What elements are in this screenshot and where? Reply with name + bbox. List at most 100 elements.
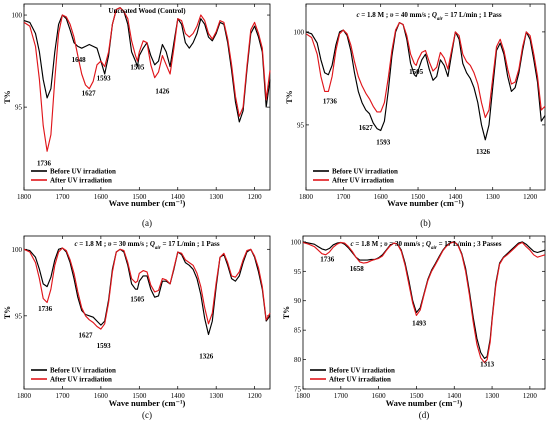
peak-label: 1593 xyxy=(376,139,391,147)
x-tick-label: 1200 xyxy=(523,193,538,201)
subtitle-part: air xyxy=(155,246,161,251)
y-tick-label: 85 xyxy=(294,327,302,335)
peak-label: 1313 xyxy=(480,361,495,369)
x-tick-label: 1400 xyxy=(171,392,186,400)
x-tick-label: 1700 xyxy=(55,193,70,201)
subtitle-part: = 30 mm/s ; xyxy=(388,240,426,248)
y-tick-label: 100 xyxy=(12,246,23,254)
x-tick-label: 1800 xyxy=(17,392,32,400)
panel-subtitle: c = 1.8 M ; υ = 30 mm/s ; Qair = 17 L/mi… xyxy=(351,240,502,251)
x-tick-label: 1400 xyxy=(448,193,463,201)
series-after-line xyxy=(23,7,271,152)
panel-c: 1800 1700 1600 1500 1400 1300 1200 95 100 1736 162… xyxy=(3,235,271,420)
panel-d: 1800 1700 1600 1500 1400 1300 1200 75 80 85 90 95 10… xyxy=(282,235,546,420)
legend-after-label: After UV irradiation xyxy=(50,376,112,384)
x-tick-label: 1600 xyxy=(374,193,389,201)
x-tick-label: 1400 xyxy=(171,193,186,201)
peak-label: 1593 xyxy=(97,75,112,83)
y-tick-label: 100 xyxy=(12,12,23,20)
y-tick-label: 95 xyxy=(15,312,23,320)
subtitle-part: Q xyxy=(432,11,437,19)
peak-label: 1648 xyxy=(72,56,87,64)
subtitle-part: = 17 L/min ; 3 Passes xyxy=(437,240,502,248)
y-axis-label: T% xyxy=(3,306,12,319)
subtitle-part: υ xyxy=(390,11,394,19)
subtitle-part: = 1.8 M ; xyxy=(354,240,384,248)
plot-frame xyxy=(302,235,546,390)
panel-a: 1800 1700 1600 1500 1400 1300 1200 95 100 1736 164… xyxy=(3,3,271,228)
subtitle-part: c xyxy=(356,11,359,19)
subtitle-part: Q xyxy=(426,240,431,248)
x-tick-label: 1600 xyxy=(94,193,109,201)
legend-before-label: Before UV irradiation xyxy=(329,367,395,375)
subtitle-part: = 17 L/min ; 1 Pass xyxy=(161,240,220,248)
x-tick-label: 1800 xyxy=(17,193,32,201)
subtitle-part: = 1.8 M ; xyxy=(360,11,390,19)
peak-label: 1627 xyxy=(359,124,374,132)
x-axis-label: Wave number (cm⁻¹) xyxy=(109,398,186,408)
x-tick-label: 1800 xyxy=(299,193,314,201)
plot-frame xyxy=(23,3,271,191)
y-tick-label: 90 xyxy=(294,297,302,305)
series-before-line xyxy=(302,241,546,359)
y-axis-label: T% xyxy=(3,90,12,103)
series-after-line xyxy=(305,22,546,119)
peak-label: 1736 xyxy=(37,159,52,167)
legend-after-label: After UV irradiation xyxy=(332,177,394,185)
y-axis-label: T% xyxy=(285,90,294,103)
legend-before-label: Before UV irradiation xyxy=(50,168,116,176)
x-tick-label: 1300 xyxy=(485,392,500,400)
panel-b: 1800 1700 1600 1500 1400 1300 1200 95 100 1736 162… xyxy=(285,3,546,228)
x-tick-label: 1500 xyxy=(132,193,147,201)
subtitle-part: air xyxy=(437,17,443,22)
series-after-line xyxy=(23,247,271,330)
y-tick-label: 95 xyxy=(15,104,23,112)
x-tick-label: 1800 xyxy=(296,392,311,400)
subtitle-part: = 30 mm/s ; xyxy=(111,240,149,248)
peak-label: 1326 xyxy=(199,353,214,361)
peak-label: 1505 xyxy=(409,68,424,76)
legend-before-label: Before UV irradiation xyxy=(332,168,398,176)
peak-label: 1505 xyxy=(130,64,145,72)
x-tick-label: 1500 xyxy=(411,193,426,201)
x-tick-label: 1300 xyxy=(486,193,501,201)
x-tick-label: 1700 xyxy=(334,392,349,400)
y-tick-label: 100 xyxy=(294,28,305,36)
peak-label: 1627 xyxy=(82,89,97,97)
x-tick-label: 1700 xyxy=(55,392,70,400)
x-tick-label: 1200 xyxy=(523,392,538,400)
x-tick-label: 1400 xyxy=(447,392,462,400)
series-before-line xyxy=(23,247,271,336)
y-tick-label: 80 xyxy=(294,356,302,364)
x-tick-label: 1700 xyxy=(336,193,351,201)
x-tick-label: 1300 xyxy=(209,392,224,400)
y-tick-label: 95 xyxy=(294,268,302,276)
subtitle-part: = 1.8 M ; xyxy=(78,240,108,248)
peak-label: 1505 xyxy=(130,296,145,304)
plot-frame xyxy=(305,3,546,191)
subtitle-part: c xyxy=(351,240,354,248)
legend-before-label: Before UV irradiation xyxy=(50,367,116,375)
x-axis-label: Wave number (cm⁻¹) xyxy=(109,198,186,208)
y-tick-label: 75 xyxy=(294,386,302,394)
y-axis-label: T% xyxy=(282,306,291,319)
subtitle-part: υ xyxy=(384,240,388,248)
peak-label: 1593 xyxy=(97,342,112,350)
peak-label: 1736 xyxy=(323,98,338,106)
legend-after-label: After UV irradiation xyxy=(329,376,391,384)
subtitle-part: Q xyxy=(150,240,155,248)
peak-label: 1736 xyxy=(320,255,335,263)
peak-label: 1426 xyxy=(155,88,170,96)
x-axis-label: Wave number (cm⁻¹) xyxy=(387,198,464,208)
series-after-line xyxy=(302,241,546,364)
x-tick-label: 1300 xyxy=(209,193,224,201)
x-tick-label: 1200 xyxy=(248,193,263,201)
x-tick-label: 1200 xyxy=(248,392,263,400)
y-tick-label: 95 xyxy=(297,121,305,129)
panel-subtitle: c = 1.8 M ; υ = 30 mm/s ; Qair = 17 L/mi… xyxy=(74,240,219,251)
subtitle-part: = 40 mm/s ; xyxy=(393,11,431,19)
subtitle-part: c xyxy=(74,240,77,248)
subtitle-part: air xyxy=(431,246,437,251)
subtitle-part: υ xyxy=(108,240,112,248)
